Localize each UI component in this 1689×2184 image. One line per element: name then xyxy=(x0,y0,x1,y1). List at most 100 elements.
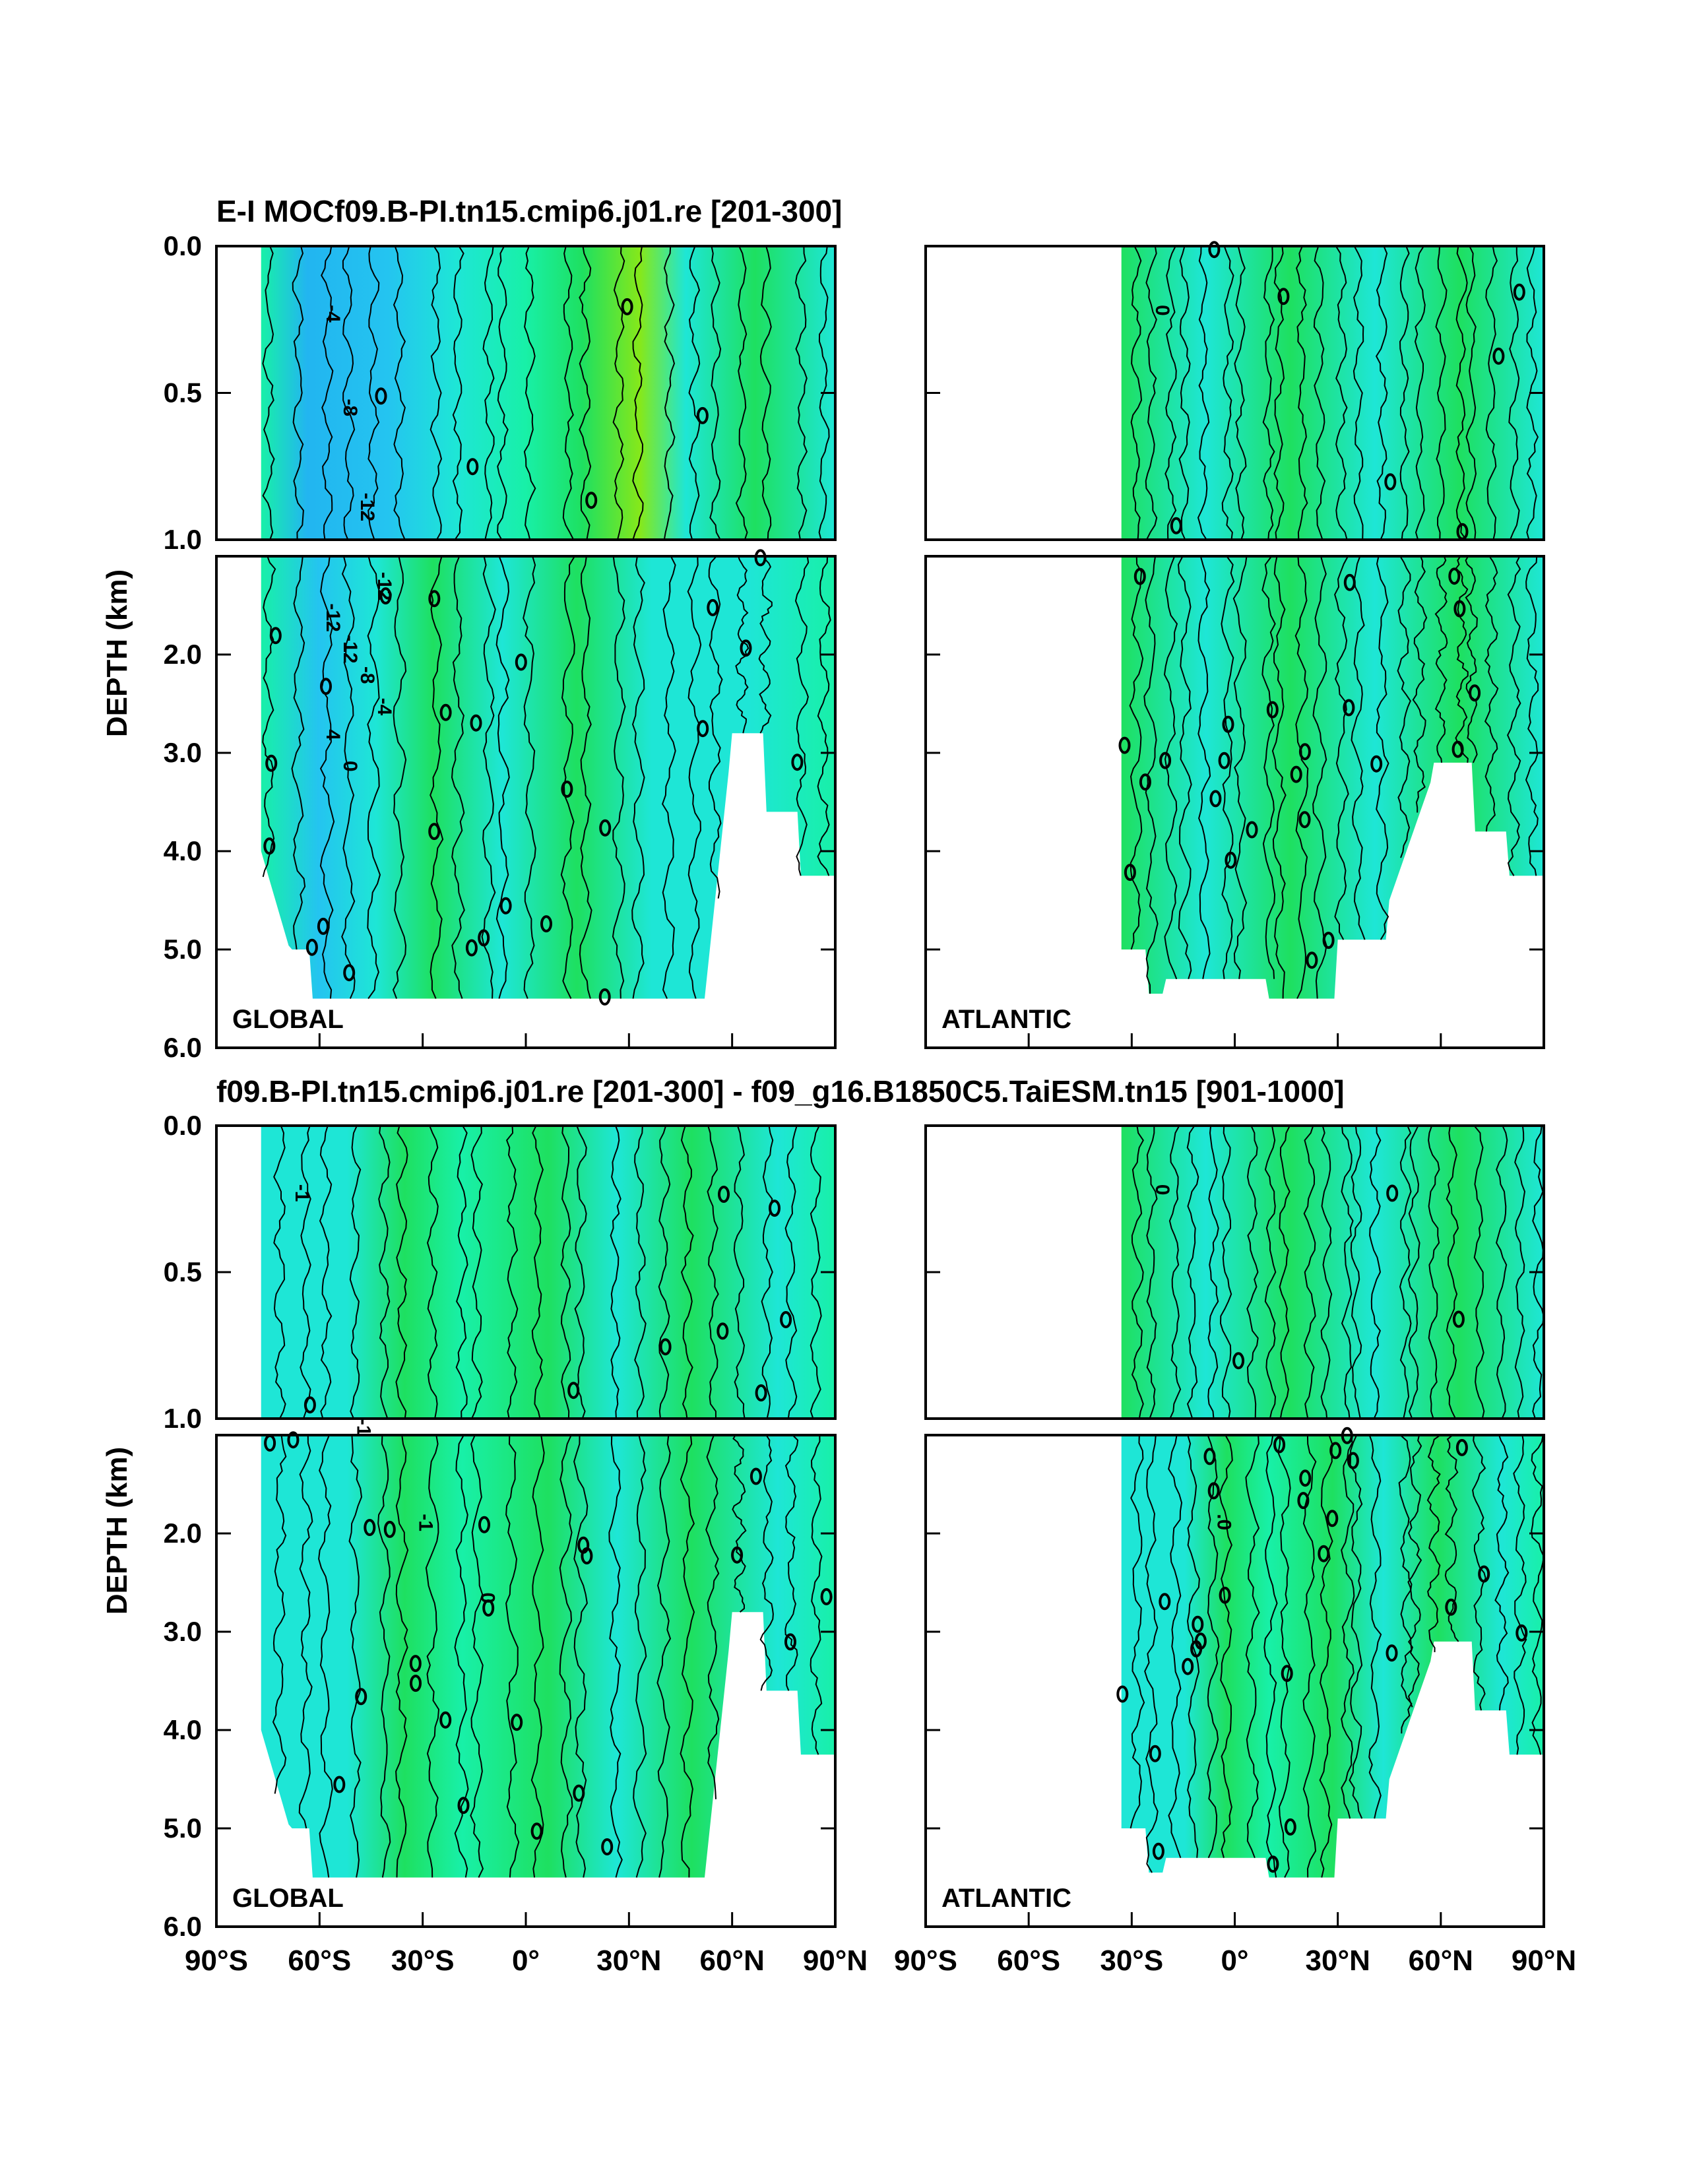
contour-line xyxy=(1277,1435,1291,1878)
y-tick-label: 3.0 xyxy=(164,737,202,768)
contour-label: -8 xyxy=(339,399,361,416)
contour-line xyxy=(1207,1434,1220,1859)
contour-line xyxy=(656,1434,672,1878)
contour-line xyxy=(1271,556,1287,999)
zero-contour-ellipse xyxy=(1152,1842,1164,1860)
zero-contour-ellipse xyxy=(1478,1565,1490,1583)
contour-label: -1 xyxy=(291,1184,313,1202)
contour-line xyxy=(1145,245,1158,540)
contour-line xyxy=(1350,1125,1362,1419)
contour-line xyxy=(1465,556,1478,763)
contour-line xyxy=(1341,1125,1354,1419)
contour-line xyxy=(732,1434,747,1613)
contour-line xyxy=(451,556,465,999)
zero-contour-ellipse xyxy=(1370,755,1383,773)
zero-contour-ellipse xyxy=(269,627,282,645)
region-label-global: GLOBAL xyxy=(232,1884,344,1913)
contour-line xyxy=(523,556,536,999)
contour-line xyxy=(1349,1434,1363,1819)
zero-contour-ellipse xyxy=(696,406,709,424)
x-tick-label: 90°S xyxy=(185,1944,248,1977)
zero-contour-ellipse xyxy=(1207,1482,1220,1500)
contour-labels: -4 -8 -12 -12 -12 -12 -8 -4 4 0 0 -1 -1 -1 0 0 .0 xyxy=(291,305,1235,1603)
contour-line xyxy=(470,1125,484,1419)
contour-line xyxy=(559,1434,573,1878)
contour-line xyxy=(1246,1125,1259,1419)
zero-contour-ellipse xyxy=(1267,1855,1279,1873)
contour-line xyxy=(560,556,575,999)
zero-contour-ellipse xyxy=(740,639,752,657)
zero-contour-ellipse xyxy=(515,653,527,671)
contour-label: 0 xyxy=(1151,1184,1173,1196)
contour-line xyxy=(1525,556,1539,876)
contour-line xyxy=(1320,1125,1333,1419)
contour-line xyxy=(661,556,676,999)
zero-contour-ellipse xyxy=(457,1797,470,1815)
zero-contour-ellipse xyxy=(303,1396,316,1414)
zero-contour-ellipse xyxy=(1203,1448,1216,1465)
zero-contour-ellipse xyxy=(1190,1640,1203,1657)
x-tick-label: 30°N xyxy=(1306,1944,1370,1977)
contour-line xyxy=(1130,245,1143,540)
contour-line xyxy=(1131,1125,1144,1419)
contour-label: -1 xyxy=(353,1419,375,1436)
axis-ticks xyxy=(215,245,1545,1927)
zero-contour-ellipse xyxy=(317,917,329,935)
contour-line xyxy=(378,1125,391,1419)
zero-contour-ellipse xyxy=(478,929,490,947)
contour-line xyxy=(810,1125,822,1419)
x-tick-label: 30°S xyxy=(391,1944,455,1977)
zero-contour-ellipse xyxy=(1284,1818,1296,1836)
zero-contour-ellipse xyxy=(1277,288,1290,305)
contour-line xyxy=(1506,556,1521,876)
zero-contour-ellipse xyxy=(1218,752,1230,769)
contour-line xyxy=(1407,1434,1422,1708)
contour-line xyxy=(430,245,443,540)
zero-contour-ellipse xyxy=(1219,1586,1231,1604)
contour-line xyxy=(262,245,275,540)
contour-line xyxy=(1494,1434,1510,1711)
contour-line xyxy=(1178,245,1191,540)
zero-contour-ellipse xyxy=(540,915,552,933)
y-tick-label: 6.0 xyxy=(164,1032,202,1063)
region-label-atlantic: ATLANTIC xyxy=(941,1884,1071,1913)
zero-contour-ellipse xyxy=(470,714,482,732)
contour-line xyxy=(1221,556,1235,979)
contour-label: 0 xyxy=(476,1592,498,1603)
zero-contour-ellipse xyxy=(1246,821,1258,839)
x-tick-label: 60°N xyxy=(1409,1944,1473,1977)
zero-contour-ellipse xyxy=(383,1520,396,1538)
contour-label: -4 xyxy=(322,305,344,323)
contour-line xyxy=(482,245,495,540)
region-label-atlantic: ATLANTIC xyxy=(941,1005,1071,1034)
lower-field-atlantic xyxy=(1121,1435,1544,1878)
zero-contour-ellipse xyxy=(263,837,276,855)
zero-contour-ellipse xyxy=(364,1519,376,1536)
contour-line xyxy=(342,245,356,540)
contour-line xyxy=(1435,245,1448,540)
contour-line xyxy=(708,556,723,899)
zero-contour-ellipse xyxy=(598,988,611,1006)
contour-line xyxy=(531,1125,544,1419)
contour-line xyxy=(1446,1125,1459,1419)
contour-line xyxy=(1397,556,1411,858)
lower-field-global xyxy=(261,556,835,999)
zero-contour-ellipse xyxy=(1281,1665,1293,1683)
contour-label: -8 xyxy=(356,666,378,684)
contour-label: -12 xyxy=(373,572,395,600)
zero-contour-ellipse xyxy=(1326,1510,1339,1527)
zero-contour-ellipse xyxy=(530,1822,543,1840)
contour-line xyxy=(612,556,626,999)
zero-contour-ellipse xyxy=(439,1711,452,1729)
x-tick-label: 60°N xyxy=(700,1944,765,1977)
zero-contour-ellipse xyxy=(409,1655,422,1673)
contour-line xyxy=(1444,1434,1459,1642)
x-tick-label: 0° xyxy=(1221,1944,1248,1977)
zero-contour-ellipse xyxy=(482,1599,495,1617)
contour-line xyxy=(1168,1125,1182,1419)
zero-contour-ellipse xyxy=(769,1200,781,1217)
zero-contour-ellipse xyxy=(1513,283,1525,301)
contour-line xyxy=(784,1434,799,1691)
zero-contour-ellipse xyxy=(333,1776,346,1793)
region-label-global: GLOBAL xyxy=(232,1005,344,1034)
